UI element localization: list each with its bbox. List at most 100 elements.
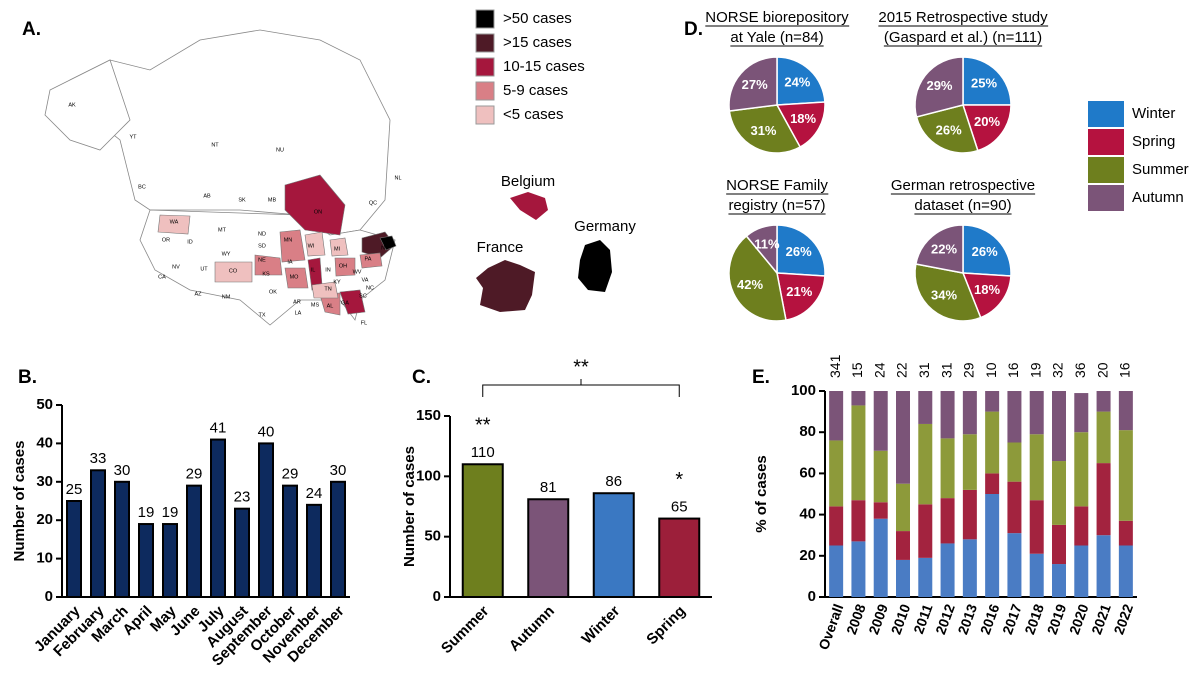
region-label: WV	[353, 269, 362, 275]
bar-segment	[1052, 461, 1066, 525]
value-label: 30	[114, 462, 131, 479]
legend-label: 5-9 cases	[503, 82, 568, 99]
region-label: AZ	[194, 291, 202, 297]
value-label: 86	[605, 473, 622, 490]
region-label: NC	[366, 285, 374, 291]
bar-segment	[918, 423, 933, 505]
value-label: 19	[138, 504, 155, 521]
slice-label: 18%	[974, 282, 1000, 297]
slice-label: 34%	[931, 287, 957, 302]
n-label: 36	[1072, 362, 1088, 378]
bar-segment	[1118, 391, 1133, 431]
x-tick-label: Winter	[578, 602, 623, 647]
bar-segment	[962, 391, 977, 435]
bar-segment	[918, 557, 933, 597]
legend-label: 10-15 cases	[503, 58, 585, 75]
bar-segment	[1029, 553, 1044, 597]
value-label: 19	[162, 504, 179, 521]
region-label: ID	[187, 239, 193, 245]
bar	[330, 480, 346, 598]
value-label: 29	[186, 466, 203, 483]
slice-label: 21%	[786, 284, 812, 299]
y-tick-label: 30	[36, 473, 53, 490]
pie-title: dataset (n=90)	[914, 197, 1011, 214]
pie-slice	[776, 56, 826, 106]
bar-segment	[962, 539, 977, 597]
pie-slice	[776, 272, 826, 322]
region-label: ON	[314, 209, 322, 215]
map-region	[214, 261, 253, 283]
pie-title: (Gaspard et al.) (n=111)	[884, 29, 1042, 46]
bar	[66, 500, 82, 598]
y-tick-label: 100	[416, 467, 441, 484]
y-tick-label: 0	[433, 588, 441, 605]
value-label: 41	[210, 420, 227, 437]
pie-slice	[914, 224, 964, 274]
slice-label: 31%	[750, 123, 776, 138]
region-label: TN	[324, 286, 331, 292]
legend-swatch	[475, 105, 495, 125]
bar-segment	[1029, 500, 1044, 554]
legend-label: Spring	[1132, 133, 1175, 150]
pie-slice	[962, 224, 1012, 277]
bar-segment	[1007, 533, 1022, 597]
bar-segment	[918, 391, 933, 424]
n-label: 22	[894, 362, 910, 378]
bar-segment	[985, 391, 1000, 412]
pie-slice	[728, 234, 787, 322]
pie-title: at Yale (n=84)	[730, 29, 823, 46]
x-tick-label: 2022	[1110, 602, 1136, 637]
map-region	[284, 267, 309, 289]
map-region	[279, 229, 306, 263]
y-tick-label: 100	[791, 382, 816, 399]
bar	[592, 492, 635, 598]
region-label: MB	[268, 197, 277, 203]
n-label: 29	[961, 362, 977, 378]
bar-segment	[1096, 463, 1111, 536]
x-tick-label: Spring	[643, 603, 689, 649]
pie-slice	[728, 104, 802, 154]
country-label: France	[477, 239, 524, 256]
region-label: PA	[365, 256, 372, 262]
n-label: 31	[916, 362, 932, 378]
significance-bracket	[482, 379, 680, 397]
region-label: IA	[287, 259, 293, 265]
legend-swatch	[475, 57, 495, 77]
y-tick-label: 40	[36, 434, 53, 451]
map-region	[334, 257, 356, 277]
region-label: OK	[269, 289, 277, 295]
bar-segment	[896, 391, 910, 484]
region-label: LA	[295, 310, 302, 316]
value-label: 25	[66, 481, 83, 498]
region-label: KY	[333, 279, 341, 285]
n-label: 19	[1027, 362, 1043, 378]
n-label: 20	[1094, 362, 1110, 378]
slice-label: 22%	[931, 242, 957, 257]
value-label: 81	[540, 479, 557, 496]
pie-title: 2015 Retrospective study	[878, 9, 1048, 26]
bar-segment	[1074, 545, 1089, 597]
slice-label: 29%	[926, 78, 952, 93]
region-label: FL	[361, 320, 367, 326]
map-region	[254, 254, 283, 276]
region-label: SK	[238, 197, 246, 203]
pie-slice	[915, 104, 979, 154]
value-label: 29	[282, 466, 299, 483]
map-region	[339, 289, 366, 315]
value-label: 40	[258, 423, 275, 440]
region-label: AL	[327, 303, 334, 309]
pie-slice	[914, 56, 964, 118]
pie-slice	[775, 101, 826, 149]
region-label: NT	[211, 142, 219, 148]
region-label: GA	[341, 300, 349, 306]
significance-label: **	[475, 415, 491, 437]
pie-slice	[728, 56, 778, 112]
bar-segment	[829, 391, 844, 441]
bar-segment	[1007, 481, 1022, 534]
region-label: WI	[308, 243, 315, 249]
y-tick-label: 40	[799, 506, 816, 523]
bar-segment	[873, 502, 888, 519]
legend-swatch	[1088, 185, 1124, 211]
n-label: 32	[1050, 362, 1066, 378]
